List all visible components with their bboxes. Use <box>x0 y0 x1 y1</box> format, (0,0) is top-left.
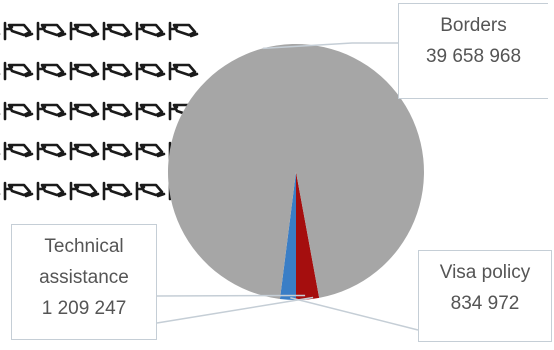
leader-line-borders <box>262 42 398 50</box>
surveillance-camera-icon <box>135 141 166 161</box>
surveillance-camera-icon <box>69 101 100 121</box>
surveillance-camera-icon <box>3 141 34 161</box>
surveillance-camera-icon <box>3 61 34 81</box>
surveillance-camera-icon <box>102 181 133 201</box>
surveillance-camera-icon <box>3 21 34 41</box>
surveillance-camera-icon <box>135 181 166 201</box>
technical-assistance-value: 1 209 247 <box>41 298 127 319</box>
surveillance-camera-pattern <box>0 21 199 201</box>
borders-value: 39 658 968 <box>425 46 522 67</box>
surveillance-camera-icon <box>102 101 133 121</box>
technical-assistance-callout: Technical assistance 1 209 247 <box>11 224 157 340</box>
surveillance-camera-icon <box>102 141 133 161</box>
pie-slice-visa-policy <box>279 172 296 300</box>
pie-slice-technical-assistance <box>296 172 320 300</box>
surveillance-camera-icon <box>102 21 133 41</box>
surveillance-camera-icon <box>36 61 67 81</box>
surveillance-camera-icon <box>69 61 100 81</box>
surveillance-camera-icon <box>3 101 34 121</box>
borders-label: Borders <box>440 15 507 36</box>
leader-line-technical-assistance-top <box>156 294 306 297</box>
pie-chart <box>167 44 424 300</box>
surveillance-camera-icon <box>168 61 199 81</box>
surveillance-camera-icon <box>69 141 100 161</box>
leader-line-visa-policy <box>290 297 419 331</box>
surveillance-camera-icon <box>36 101 67 121</box>
surveillance-camera-icon <box>3 181 34 201</box>
surveillance-camera-icon <box>36 141 67 161</box>
technical-assistance-label-line-2: assistance <box>39 267 129 288</box>
pie-slice-borders <box>167 44 424 299</box>
surveillance-camera-icon <box>135 101 166 121</box>
borders-callout: Borders 39 658 968 <box>398 3 548 99</box>
surveillance-camera-icon <box>102 61 133 81</box>
technical-assistance-label-line-1: Technical <box>44 236 124 257</box>
surveillance-camera-icon <box>36 181 67 201</box>
surveillance-camera-icon <box>168 21 199 41</box>
leader-lines <box>156 42 419 331</box>
surveillance-camera-icon <box>69 181 100 201</box>
visa-policy-value: 834 972 <box>450 293 520 314</box>
visa-policy-label: Visa policy <box>439 262 531 283</box>
surveillance-camera-icon <box>135 21 166 41</box>
visa-policy-callout: Visa policy 834 972 <box>418 250 552 342</box>
surveillance-camera-icon <box>69 21 100 41</box>
leader-line-technical-assistance <box>156 296 314 324</box>
surveillance-camera-icon <box>135 61 166 81</box>
surveillance-camera-icon <box>36 21 67 41</box>
